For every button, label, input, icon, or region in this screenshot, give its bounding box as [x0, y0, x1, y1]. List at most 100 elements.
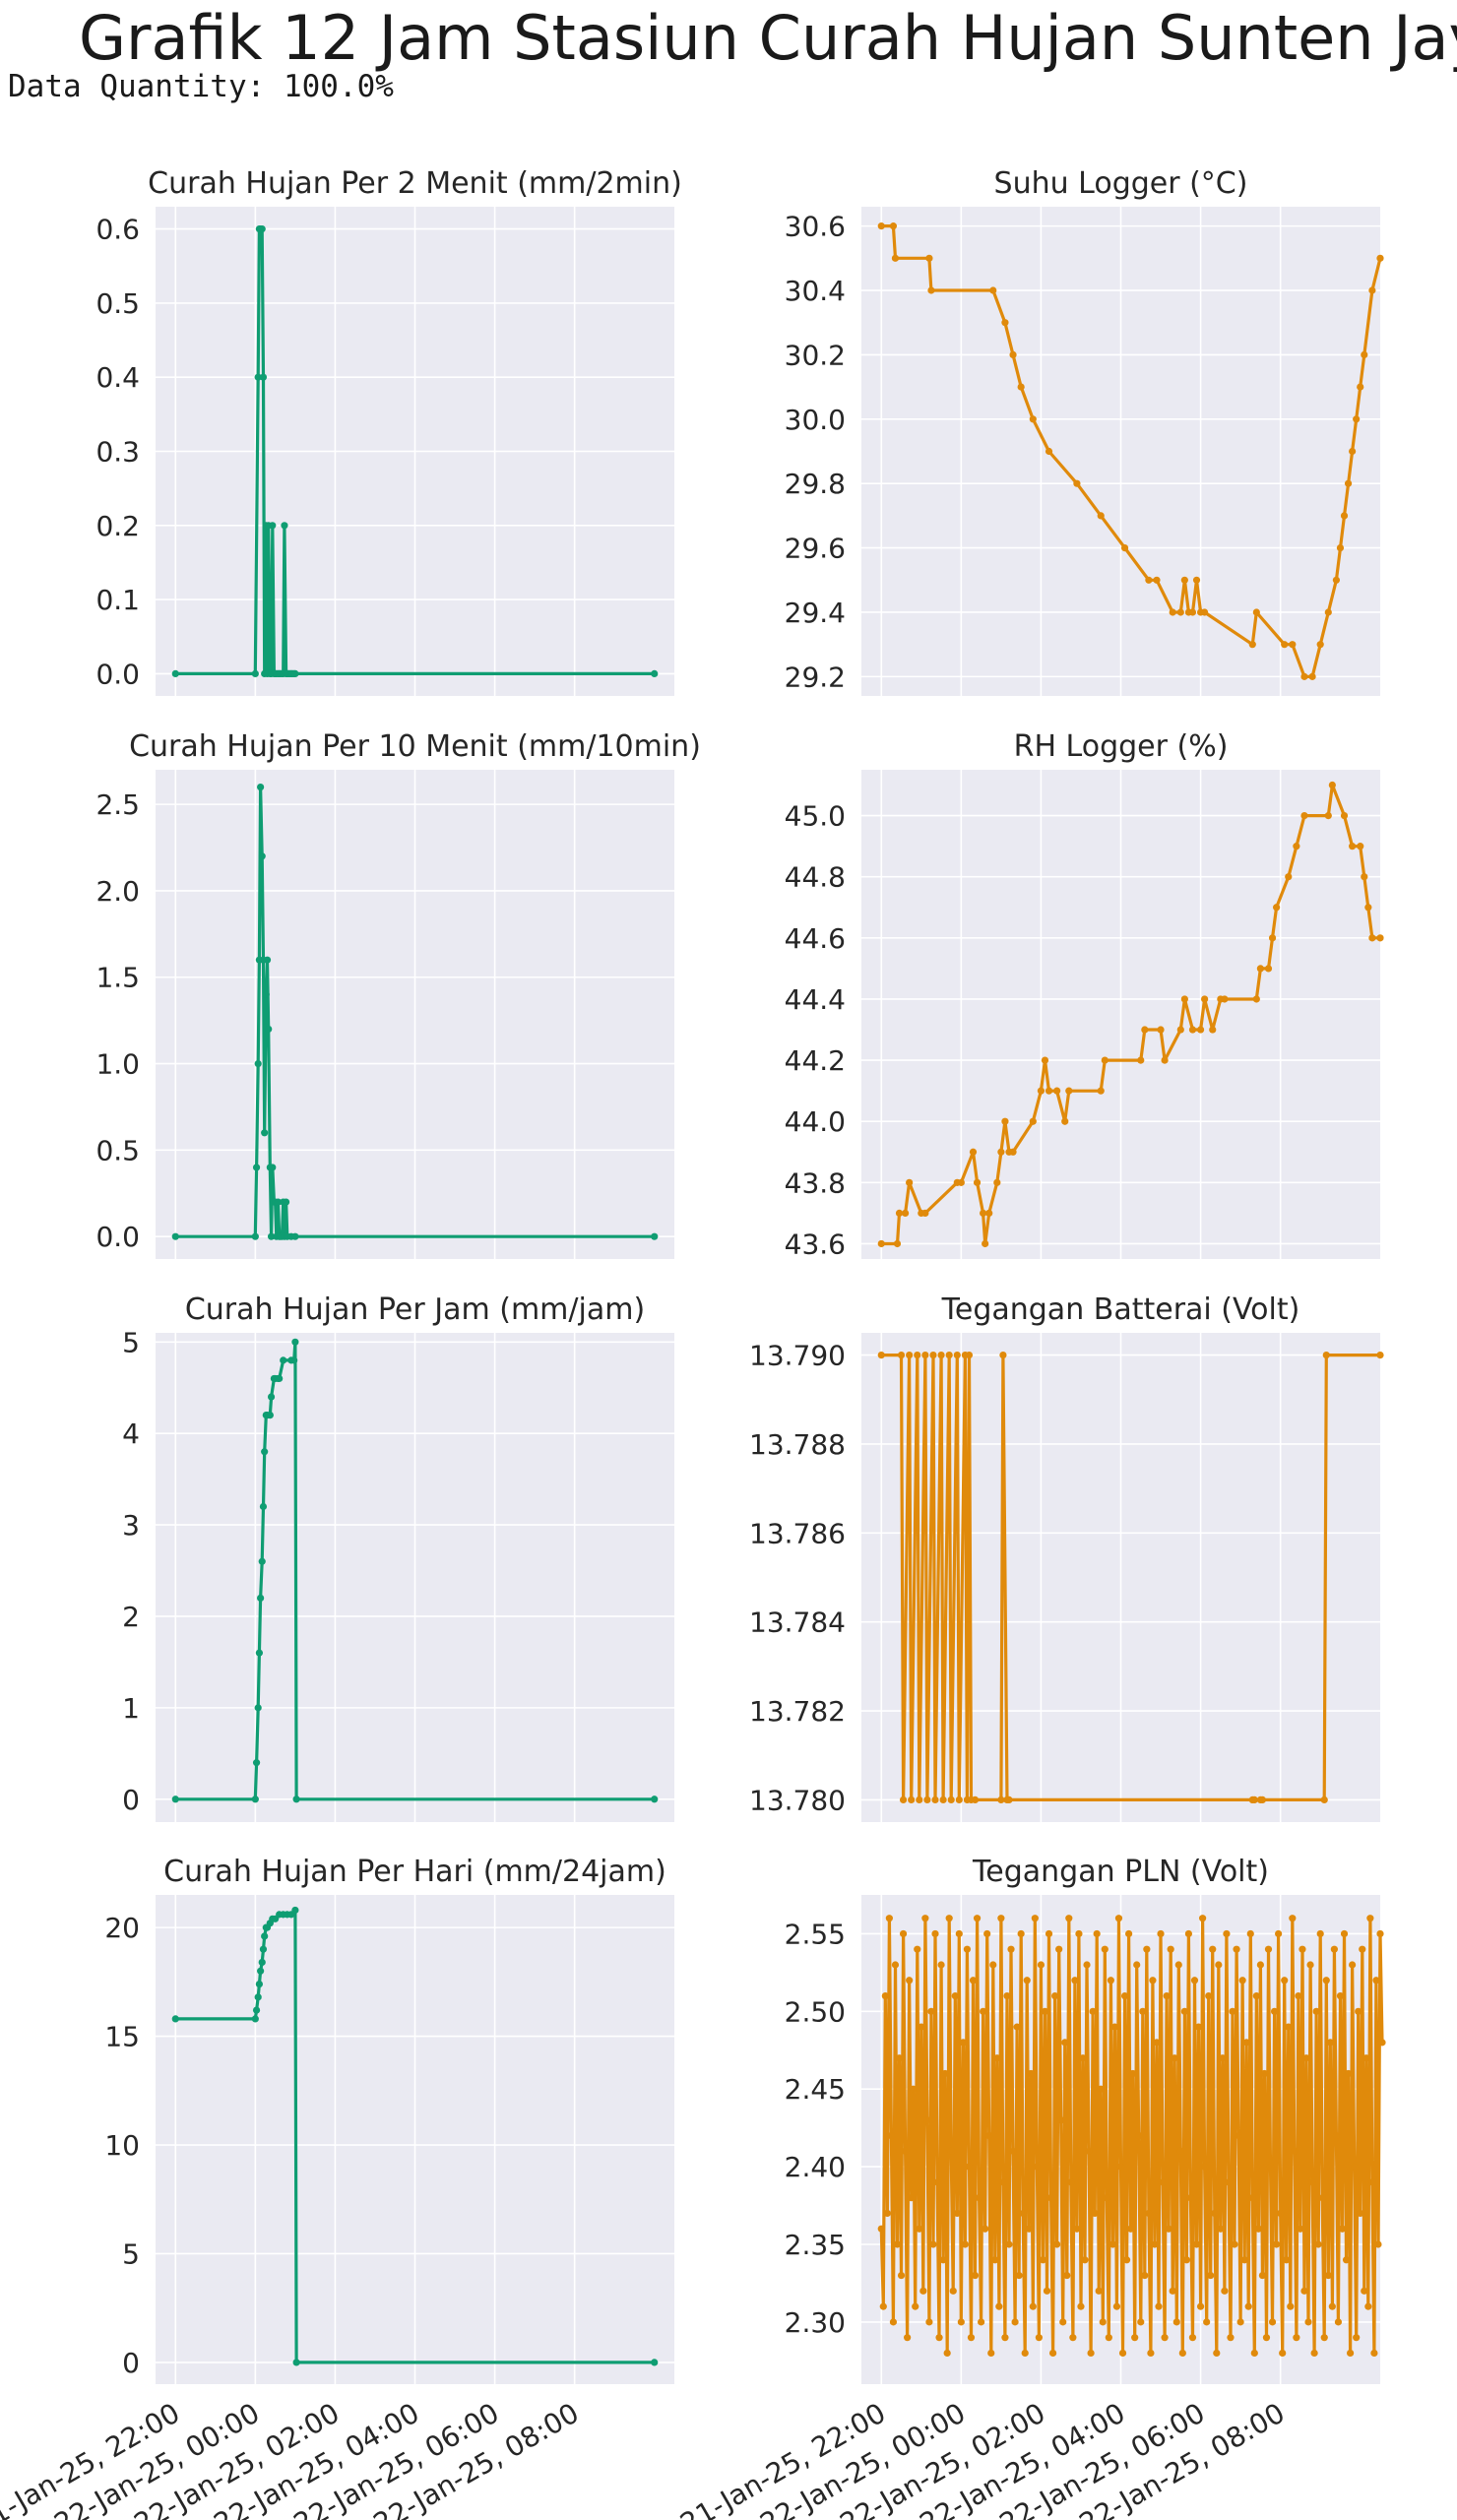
data-point	[1009, 2147, 1017, 2155]
data-point	[923, 1796, 931, 1804]
y-tick-label: 15	[104, 2021, 140, 2053]
data-point	[1180, 2007, 1188, 2015]
data-point	[941, 2069, 949, 2078]
data-point	[1180, 576, 1188, 584]
data-point	[274, 1198, 283, 1206]
data-point	[1041, 1056, 1049, 1064]
y-tick-label: 29.6	[785, 533, 846, 565]
data-point	[1332, 2131, 1341, 2140]
chart-title: Grafik 12 Jam Stasiun Curah Hujan Sunten…	[79, 2, 1457, 74]
data-point	[1145, 576, 1153, 584]
y-tick-label: 0.3	[95, 436, 140, 469]
data-point	[1101, 1945, 1109, 1953]
data-point	[1186, 2194, 1195, 2202]
data-point	[1233, 1945, 1240, 1953]
y-tick-label: 45.0	[785, 800, 846, 833]
y-tick-label: 29.2	[785, 661, 846, 693]
data-point	[1153, 576, 1161, 584]
data-point	[262, 990, 270, 998]
data-point	[957, 2318, 965, 2326]
data-point	[1376, 1929, 1384, 1938]
data-point	[1159, 2178, 1167, 2186]
data-point	[1001, 2334, 1009, 2342]
data-point	[987, 2349, 995, 2358]
data-point	[1236, 2318, 1244, 2326]
data-point	[1087, 2349, 1095, 2358]
data-point	[1209, 1945, 1217, 1953]
data-point	[1334, 2318, 1343, 2326]
data-point	[1366, 1915, 1374, 1922]
data-point	[1041, 2007, 1049, 2015]
data-point	[1209, 1026, 1217, 1034]
data-point	[1109, 2240, 1116, 2248]
data-point	[989, 1961, 997, 1969]
data-point	[1357, 383, 1364, 391]
data-point	[877, 1351, 885, 1359]
data-point	[1190, 1977, 1199, 1984]
data-point	[1355, 2007, 1362, 2015]
data-point	[259, 1945, 268, 1953]
data-point	[901, 1209, 910, 1218]
data-point	[1374, 2240, 1382, 2248]
data-point	[1118, 2349, 1127, 2358]
data-point	[971, 2271, 980, 2280]
data-point	[1264, 1945, 1273, 1953]
data-point	[1129, 2069, 1137, 2078]
data-point	[1201, 2163, 1209, 2171]
data-point	[1105, 2334, 1112, 2342]
data-point	[1067, 2178, 1075, 2186]
data-point	[1063, 2271, 1071, 2280]
data-point	[1099, 2318, 1107, 2326]
data-point	[1103, 2194, 1110, 2202]
data-point	[980, 1209, 987, 1218]
data-point	[1182, 2256, 1190, 2264]
data-point	[252, 1759, 261, 1767]
data-point	[982, 2225, 989, 2233]
data-point	[1079, 2054, 1087, 2062]
data-point	[914, 1945, 921, 1953]
data-point	[975, 2194, 983, 2202]
data-point	[1201, 608, 1209, 616]
data-point	[904, 2334, 912, 2342]
data-point	[1059, 2318, 1067, 2326]
chart-panel-pln: 2.30 2.35 2.40 2.45 2.50 2.55 Tegangan PLN (Vo…	[674, 1855, 1386, 2520]
data-point	[1065, 1915, 1073, 1922]
data-point	[1235, 2131, 1242, 2140]
data-point	[1009, 1148, 1017, 1156]
y-tick-label: 5	[122, 2237, 140, 2270]
data-point	[257, 1594, 265, 1603]
data-point	[1137, 2318, 1145, 2326]
data-point	[1176, 2147, 1184, 2155]
data-point	[1149, 1977, 1157, 1984]
data-point	[1101, 1056, 1109, 1064]
chart-panel-rainHour: 0 1 2 3 4 5 Curah Hujan Per Jam (mm/jam)	[122, 1292, 674, 1822]
data-point	[1320, 2334, 1328, 2342]
data-point	[1029, 1117, 1037, 1125]
chart-panel-temp: 29.2 29.4 29.6 29.8 30.0 30.2 30.4 30.6 Suhu Log…	[785, 166, 1384, 696]
data-point	[1161, 1056, 1169, 1064]
data-point	[1275, 1929, 1283, 1938]
data-point	[1120, 1991, 1129, 2000]
y-tick-label: 30.4	[785, 275, 846, 307]
data-point	[1178, 2349, 1186, 2358]
data-point	[931, 1929, 939, 1938]
data-point	[931, 1796, 939, 1804]
data-point	[885, 1915, 893, 1922]
data-point	[889, 2318, 898, 2326]
data-point	[951, 1991, 959, 2000]
data-point	[879, 2302, 887, 2310]
data-point	[1139, 2007, 1147, 2015]
data-point	[171, 669, 179, 678]
data-point	[1338, 2225, 1347, 2233]
y-tick-label: 2.0	[95, 875, 140, 908]
data-point	[1172, 2318, 1180, 2326]
data-point	[1304, 2318, 1312, 2326]
subplot-title: Tegangan PLN (Volt)	[972, 1855, 1269, 1889]
data-point	[877, 222, 885, 230]
data-point	[1017, 383, 1025, 391]
data-point	[1300, 811, 1308, 820]
data-point	[651, 669, 659, 678]
data-point	[1376, 254, 1384, 262]
data-point	[1277, 2209, 1285, 2218]
data-point	[1270, 2007, 1279, 2015]
